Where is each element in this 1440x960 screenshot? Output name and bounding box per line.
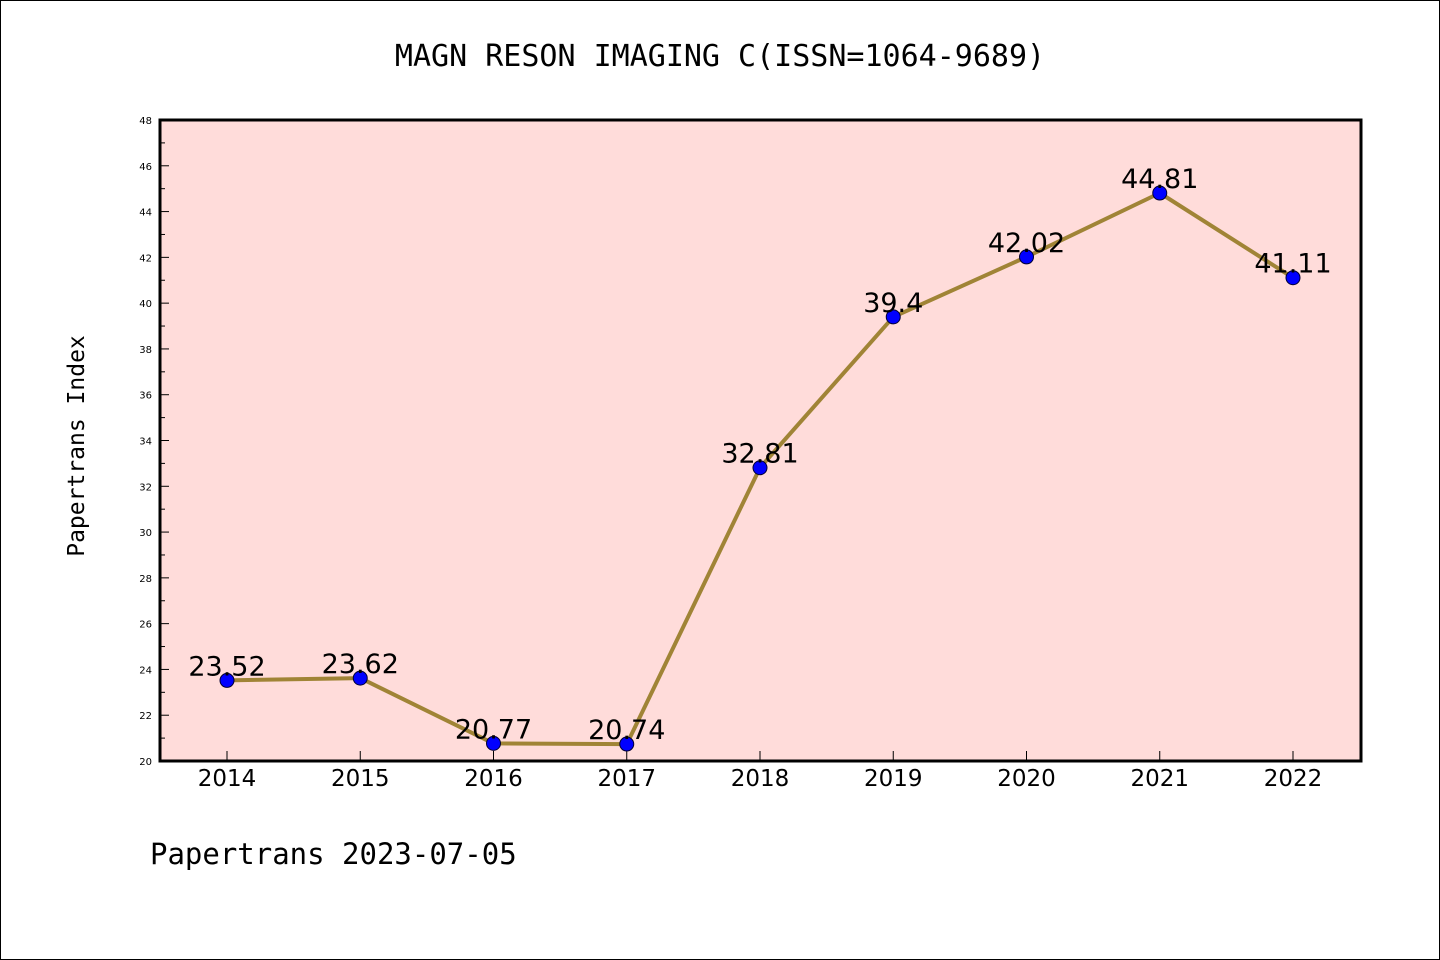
y-tick-label: 32 (139, 482, 152, 493)
data-point (486, 735, 501, 751)
y-tick-label: 40 (139, 299, 152, 310)
y-tick-label: 24 (139, 665, 152, 676)
data-label: 39.4 (863, 288, 923, 319)
y-tick-label: 26 (139, 620, 152, 631)
x-tick-label: 2019 (864, 766, 923, 792)
y-tick-label: 22 (139, 711, 152, 722)
y-tick-label: 34 (139, 437, 152, 448)
data-label: 41.11 (1254, 249, 1331, 280)
x-tick-label: 2022 (1264, 766, 1323, 792)
data-label: 44.81 (1121, 164, 1198, 195)
y-tick-label: 38 (139, 345, 152, 356)
x-tick-label: 2017 (597, 766, 656, 792)
x-tick-label: 2018 (731, 766, 790, 792)
y-tick-label: 28 (139, 574, 152, 585)
x-tick-label: 2021 (1130, 766, 1189, 792)
data-label: 20.77 (455, 714, 532, 745)
data-point (752, 460, 768, 476)
x-tick-label: 2016 (464, 766, 523, 792)
x-axis: 2014 2015 2016 2017 2018 2019 2020 2021 2022 (198, 751, 1323, 792)
data-label: 32.81 (721, 439, 798, 470)
data-label: 20.74 (588, 715, 665, 746)
plot-area (160, 120, 1361, 761)
data-label: 23.62 (322, 649, 399, 680)
y-tick-label: 30 (139, 528, 152, 539)
x-tick-label: 2020 (997, 766, 1056, 792)
data-point (885, 309, 901, 325)
data-label: 23.52 (188, 651, 265, 682)
data-label: 42.02 (988, 228, 1065, 259)
y-tick-label: 42 (139, 253, 152, 264)
x-tick-label: 2015 (331, 766, 390, 792)
y-tick-label: 44 (139, 208, 152, 219)
data-point (1285, 270, 1301, 286)
y-tick-label: 20 (139, 757, 152, 768)
y-tick-label: 36 (139, 391, 152, 402)
x-tick-label: 2014 (198, 766, 257, 792)
y-tick-label: 48 (139, 116, 152, 127)
chart-title: MAGN RESON IMAGING C(ISSN=1064-9689) (395, 39, 1045, 74)
y-tick-label: 46 (139, 162, 152, 173)
data-point (219, 672, 235, 688)
data-point (1019, 249, 1034, 265)
data-markers (219, 185, 1301, 752)
data-point (619, 736, 635, 752)
plot-border (158, 118, 1363, 763)
y-axis-label: Papertrans Index (64, 335, 90, 557)
footer-text: Papertrans 2023-07-05 (150, 837, 517, 871)
data-labels: 23.52 23.62 20.77 20.74 32.81 39.4 42.02 44.81 4… (188, 164, 1331, 746)
data-point (352, 670, 368, 686)
data-point (1152, 185, 1168, 201)
